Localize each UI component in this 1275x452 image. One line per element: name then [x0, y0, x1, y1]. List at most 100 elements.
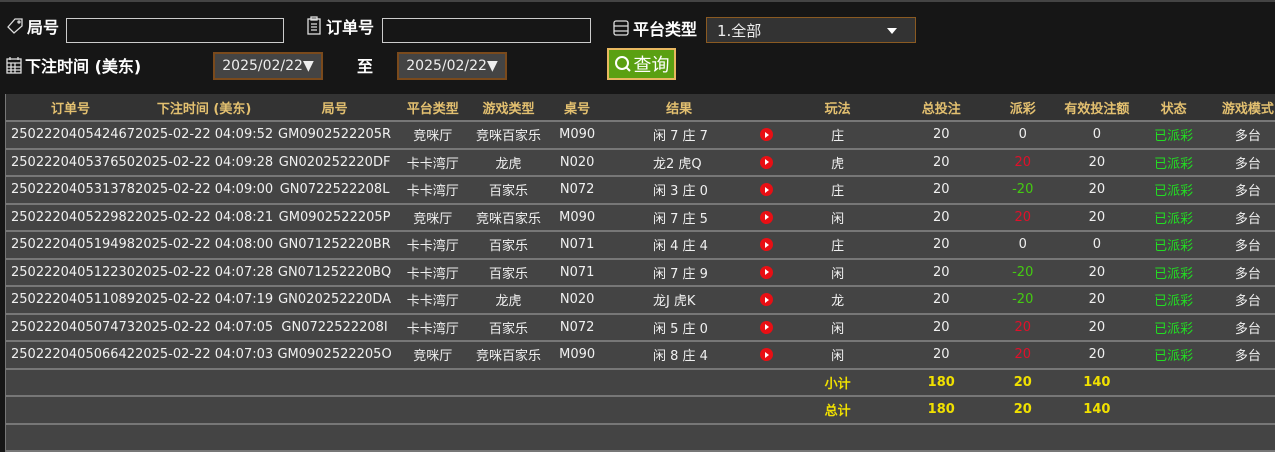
table-row[interactable]: 250222040512230 2025-02-22 04:07:28 GN0712…	[6, 258, 1275, 287]
empty-cell	[135, 423, 274, 452]
column-header: 游戏模式	[1210, 94, 1275, 122]
table-row[interactable]: 250222040519498 2025-02-22 04:08:00 GN0712…	[6, 231, 1275, 260]
search-icon	[614, 56, 631, 72]
table-id: N071	[547, 258, 607, 287]
round-id: GM0902522205P	[273, 203, 396, 232]
order-id: 250222040522982	[6, 203, 136, 232]
play-video-icon[interactable]	[759, 183, 773, 197]
query-button[interactable]: 查询	[607, 48, 676, 80]
platform: 卡卡湾厅	[396, 258, 470, 287]
bet-time: 2025-02-22 04:08:00	[135, 231, 274, 260]
game-mode: 多台	[1210, 203, 1275, 232]
play-video-icon[interactable]	[759, 210, 773, 224]
play-video-icon[interactable]	[759, 320, 773, 334]
total-bet: 20	[894, 341, 989, 370]
bet-option: 闲	[780, 203, 895, 232]
play-video-icon[interactable]	[759, 155, 773, 169]
round-id: GN0722522208L	[273, 176, 396, 205]
game-mode: 多台	[1210, 258, 1275, 287]
result: 闲 7 庄 9	[606, 258, 752, 287]
order-input[interactable]	[382, 18, 591, 43]
table-header: 订单号 下注时间 (美东) 局号 平台类型 游戏类型 桌号 结果 玩法 总投注 派彩 有效投注额 状态…	[6, 94, 1275, 122]
table-row[interactable]: 250222040537650 2025-02-22 04:09:28 GN0202…	[6, 148, 1275, 177]
game-mode: 多台	[1210, 121, 1275, 150]
empty-cell	[6, 423, 136, 452]
total-bet: 20	[894, 313, 989, 342]
bet-time: 2025-02-22 04:07:28	[135, 258, 274, 287]
replay-cell	[751, 176, 781, 205]
bet-option: 庄	[780, 121, 895, 150]
play-video-icon[interactable]	[759, 348, 773, 362]
table-row[interactable]: 250222040511089 2025-02-22 04:07:19 GN0202…	[6, 286, 1275, 315]
total-bet: 20	[894, 176, 989, 205]
platform-label: 平台类型	[612, 16, 697, 40]
play-video-icon[interactable]	[759, 128, 773, 142]
empty-row	[6, 423, 1275, 452]
date-from-picker[interactable]: 2025/02/22▼	[213, 52, 323, 80]
play-video-icon[interactable]	[759, 238, 773, 252]
column-header: 游戏类型	[469, 94, 548, 122]
status-badge: 已派彩	[1136, 203, 1211, 232]
platform-select[interactable]: 1.全部	[706, 17, 916, 43]
empty-cell	[135, 396, 274, 425]
platform: 卡卡湾厅	[396, 176, 470, 205]
subtotal-payout: 20	[988, 368, 1058, 397]
replay-cell	[751, 258, 781, 287]
total-bet: 20	[894, 203, 989, 232]
list-icon	[613, 20, 629, 36]
table-row[interactable]: 250222040506642 2025-02-22 04:07:03 GM0902…	[6, 341, 1275, 370]
bet-time: 2025-02-22 04:07:03	[135, 341, 274, 370]
table-row[interactable]: 250222040507473 2025-02-22 04:07:05 GN0722…	[6, 313, 1275, 342]
payout: -20	[988, 286, 1058, 315]
column-header	[751, 94, 781, 122]
game-type: 百家乐	[469, 258, 548, 287]
column-header: 有效投注额	[1057, 94, 1137, 122]
platform: 卡卡湾厅	[396, 286, 470, 315]
round-id: GN071252220BR	[273, 231, 396, 260]
status-badge: 已派彩	[1136, 313, 1211, 342]
replay-cell	[751, 203, 781, 232]
empty-cell	[273, 396, 396, 425]
game-type: 百家乐	[469, 313, 548, 342]
subtotal-valid: 140	[1057, 368, 1137, 397]
payout: 20	[988, 203, 1058, 232]
column-header: 平台类型	[396, 94, 470, 122]
game-type: 竞咪百家乐	[469, 121, 548, 150]
payout: 0	[988, 121, 1058, 150]
round-id: GM0902522205R	[273, 121, 396, 150]
play-video-icon[interactable]	[759, 293, 773, 307]
platform: 卡卡湾厅	[396, 313, 470, 342]
empty-cell	[606, 423, 752, 452]
replay-cell	[751, 341, 781, 370]
play-video-icon[interactable]	[759, 265, 773, 279]
result: 闲 3 庄 0	[606, 176, 752, 205]
date-to-picker[interactable]: 2025/02/22▼	[397, 52, 507, 80]
table-id: N020	[547, 148, 607, 177]
empty-cell	[894, 423, 989, 452]
result: 闲 7 庄 5	[606, 203, 752, 232]
total-bet: 20	[894, 148, 989, 177]
round-input[interactable]	[66, 18, 284, 43]
round-id: GM0902522205O	[273, 341, 396, 370]
total-bet: 20	[894, 231, 989, 260]
subtotal-label: 小计	[780, 368, 895, 397]
game-mode: 多台	[1210, 148, 1275, 177]
empty-cell	[1210, 368, 1275, 397]
payout: -20	[988, 258, 1058, 287]
platform: 卡卡湾厅	[396, 231, 470, 260]
bet-time: 2025-02-22 04:09:00	[135, 176, 274, 205]
payout: 20	[988, 313, 1058, 342]
table-row[interactable]: 250222040522982 2025-02-22 04:08:21 GM0902…	[6, 203, 1275, 232]
calendar-icon	[6, 57, 22, 74]
bet-option: 闲	[780, 258, 895, 287]
bet-option: 虎	[780, 148, 895, 177]
table-row[interactable]: 250222040531378 2025-02-22 04:09:00 GN0722…	[6, 176, 1275, 205]
game-type: 竞咪百家乐	[469, 203, 548, 232]
order-id: 250222040511089	[6, 286, 136, 315]
clipboard-icon	[307, 16, 321, 35]
table-row[interactable]: 250222040542467 2025-02-22 04:09:52 GM0902…	[6, 121, 1275, 150]
valid-bet: 20	[1057, 203, 1137, 232]
valid-bet: 20	[1057, 258, 1137, 287]
table-id: M090	[547, 203, 607, 232]
empty-cell	[780, 423, 895, 452]
